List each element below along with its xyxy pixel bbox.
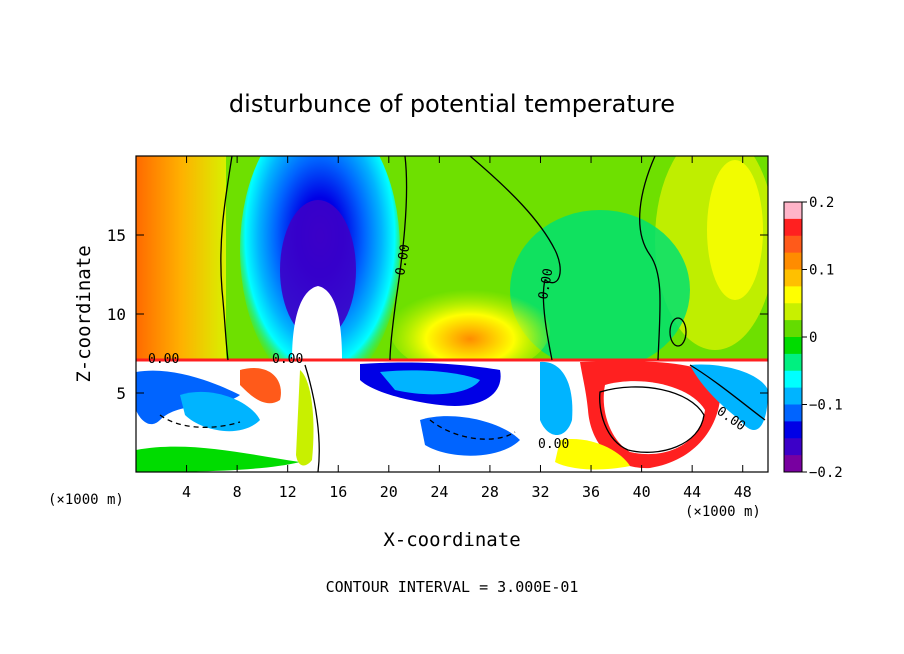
x-tick-label: 8 <box>233 483 242 501</box>
lower-blob-13 <box>296 370 314 466</box>
lower-blob-11 <box>690 364 768 430</box>
colorbar-swatch <box>784 353 802 372</box>
colorbar-tick-label: 0 <box>809 330 817 346</box>
cold-plume-white-core <box>292 286 342 360</box>
lower-blob-12 <box>555 439 630 470</box>
lower-blob-6 <box>420 416 520 456</box>
contour-label: 0.00 <box>536 267 556 300</box>
contour-zero-1 <box>220 156 233 361</box>
colorbar-swatch <box>784 404 802 422</box>
colorbar-tick-label: −0.1 <box>809 398 843 414</box>
contour-label: 0.00 <box>148 352 179 367</box>
contour-lower-3 <box>159 414 241 428</box>
colorbar-tick-label: 0.2 <box>809 195 834 211</box>
x-tick-label: 40 <box>633 483 651 501</box>
colorbar-swatch <box>784 387 802 405</box>
chart-title: disturbunce of potential temperature <box>229 90 675 118</box>
colorbar-swatch <box>784 235 802 254</box>
lower-blob-7 <box>136 446 300 472</box>
contour-label: 0.00 <box>538 437 569 452</box>
colorbar-swatch <box>784 438 802 456</box>
colorbar <box>784 202 802 473</box>
warm-region-lower <box>390 285 550 375</box>
colorbar-swatch <box>784 303 802 321</box>
warm-region-right-core <box>707 160 763 300</box>
y-tick-label: 15 <box>107 226 126 245</box>
x-tick-label: 48 <box>734 483 752 501</box>
colorbar-swatch <box>784 370 802 389</box>
contour-zero-2 <box>389 156 408 361</box>
colorbar-swatch <box>784 286 802 304</box>
x-tick-label: 16 <box>329 483 347 501</box>
contour-zero-5 <box>669 317 687 347</box>
plot-area <box>136 156 768 472</box>
lower-blob-2 <box>180 391 260 432</box>
contour-lower-2 <box>599 386 705 453</box>
colorbar-swatch <box>784 455 802 473</box>
lower-blob-8 <box>540 361 573 435</box>
colorbar-swatch <box>784 252 802 270</box>
x-axis: 4 8 12 16 20 24 28 32 36 40 44 48 <box>182 156 752 501</box>
colorbar-tick-label: −0.2 <box>809 465 843 481</box>
x-tick-label: 12 <box>279 483 297 501</box>
x-unit-right: (×1000 m) <box>685 504 761 520</box>
cold-plume-core <box>280 200 356 340</box>
lower-blob-5 <box>380 370 480 395</box>
x-tick-label: 20 <box>380 483 398 501</box>
colorbar-swatch <box>784 269 802 287</box>
colorbar-tick-label: 0.1 <box>809 263 834 279</box>
colorbar-ticks: 0.2 0.1 0 −0.1 −0.2 <box>802 195 843 481</box>
contour-lower-1 <box>304 364 320 472</box>
x-tick-label: 36 <box>582 483 600 501</box>
y-axis-label: Z-coordinate <box>73 245 95 382</box>
lower-blob-10 <box>603 381 705 455</box>
x-tick-label: 24 <box>430 483 448 501</box>
contour-interval: CONTOUR INTERVAL = 3.000E-01 <box>326 578 579 596</box>
contour-label: 0.00 <box>272 352 303 367</box>
x-unit-left: (×1000 m) <box>48 492 124 508</box>
contour-lower-4 <box>689 364 766 421</box>
contour-zero-4 <box>639 156 661 361</box>
colorbar-swatch <box>784 202 802 220</box>
x-axis-label: X-coordinate <box>383 529 520 551</box>
y-tick-label: 5 <box>116 384 126 403</box>
x-tick-label: 32 <box>531 483 549 501</box>
x-tick-label: 28 <box>481 483 499 501</box>
colorbar-swatch <box>784 421 802 439</box>
x-tick-label: 44 <box>683 483 701 501</box>
colorbar-swatch <box>784 320 802 338</box>
contour-label: 0.00 <box>393 243 413 276</box>
colorbar-swatch <box>784 337 802 355</box>
x-tick-label: 4 <box>182 483 191 501</box>
contour-lines <box>159 156 766 472</box>
y-axis: 5 10 15 <box>107 226 768 403</box>
contour-lower-5 <box>429 419 516 440</box>
upper-field-left-warm <box>136 156 226 360</box>
colorbar-swatch <box>784 218 802 237</box>
lower-blob-3 <box>240 368 281 404</box>
contour-zero-3 <box>469 156 561 361</box>
y-tick-label: 10 <box>107 305 126 324</box>
